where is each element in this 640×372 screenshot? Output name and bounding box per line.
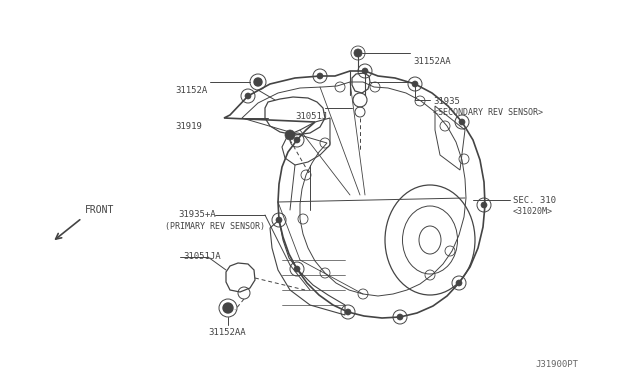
Circle shape [276, 217, 282, 223]
Circle shape [481, 202, 487, 208]
Text: FRONT: FRONT [85, 205, 115, 215]
Text: 31152AA: 31152AA [413, 57, 451, 66]
Circle shape [362, 68, 368, 74]
Circle shape [294, 266, 300, 272]
Circle shape [397, 314, 403, 320]
Text: 31152A: 31152A [175, 86, 207, 95]
Circle shape [354, 49, 362, 57]
Circle shape [412, 81, 418, 87]
Circle shape [285, 130, 295, 140]
Text: <SECONDARY REV SENSOR>: <SECONDARY REV SENSOR> [433, 108, 543, 117]
Text: SEC. 310: SEC. 310 [513, 196, 556, 205]
Text: 31919: 31919 [175, 122, 202, 131]
Text: 31935: 31935 [433, 97, 460, 106]
Circle shape [317, 73, 323, 79]
Text: <31020M>: <31020M> [513, 207, 553, 216]
Circle shape [245, 93, 251, 99]
Circle shape [254, 78, 262, 86]
Text: 31935+A: 31935+A [178, 210, 216, 219]
Circle shape [459, 119, 465, 125]
Circle shape [294, 137, 300, 143]
Text: J31900PT: J31900PT [535, 360, 578, 369]
Circle shape [345, 309, 351, 315]
Circle shape [223, 303, 233, 313]
Text: 31152AA: 31152AA [208, 328, 246, 337]
Text: 31051JA: 31051JA [183, 252, 221, 261]
Text: 31051J: 31051J [295, 112, 327, 121]
Text: (PRIMARY REV SENSOR): (PRIMARY REV SENSOR) [165, 222, 265, 231]
Circle shape [456, 280, 462, 286]
